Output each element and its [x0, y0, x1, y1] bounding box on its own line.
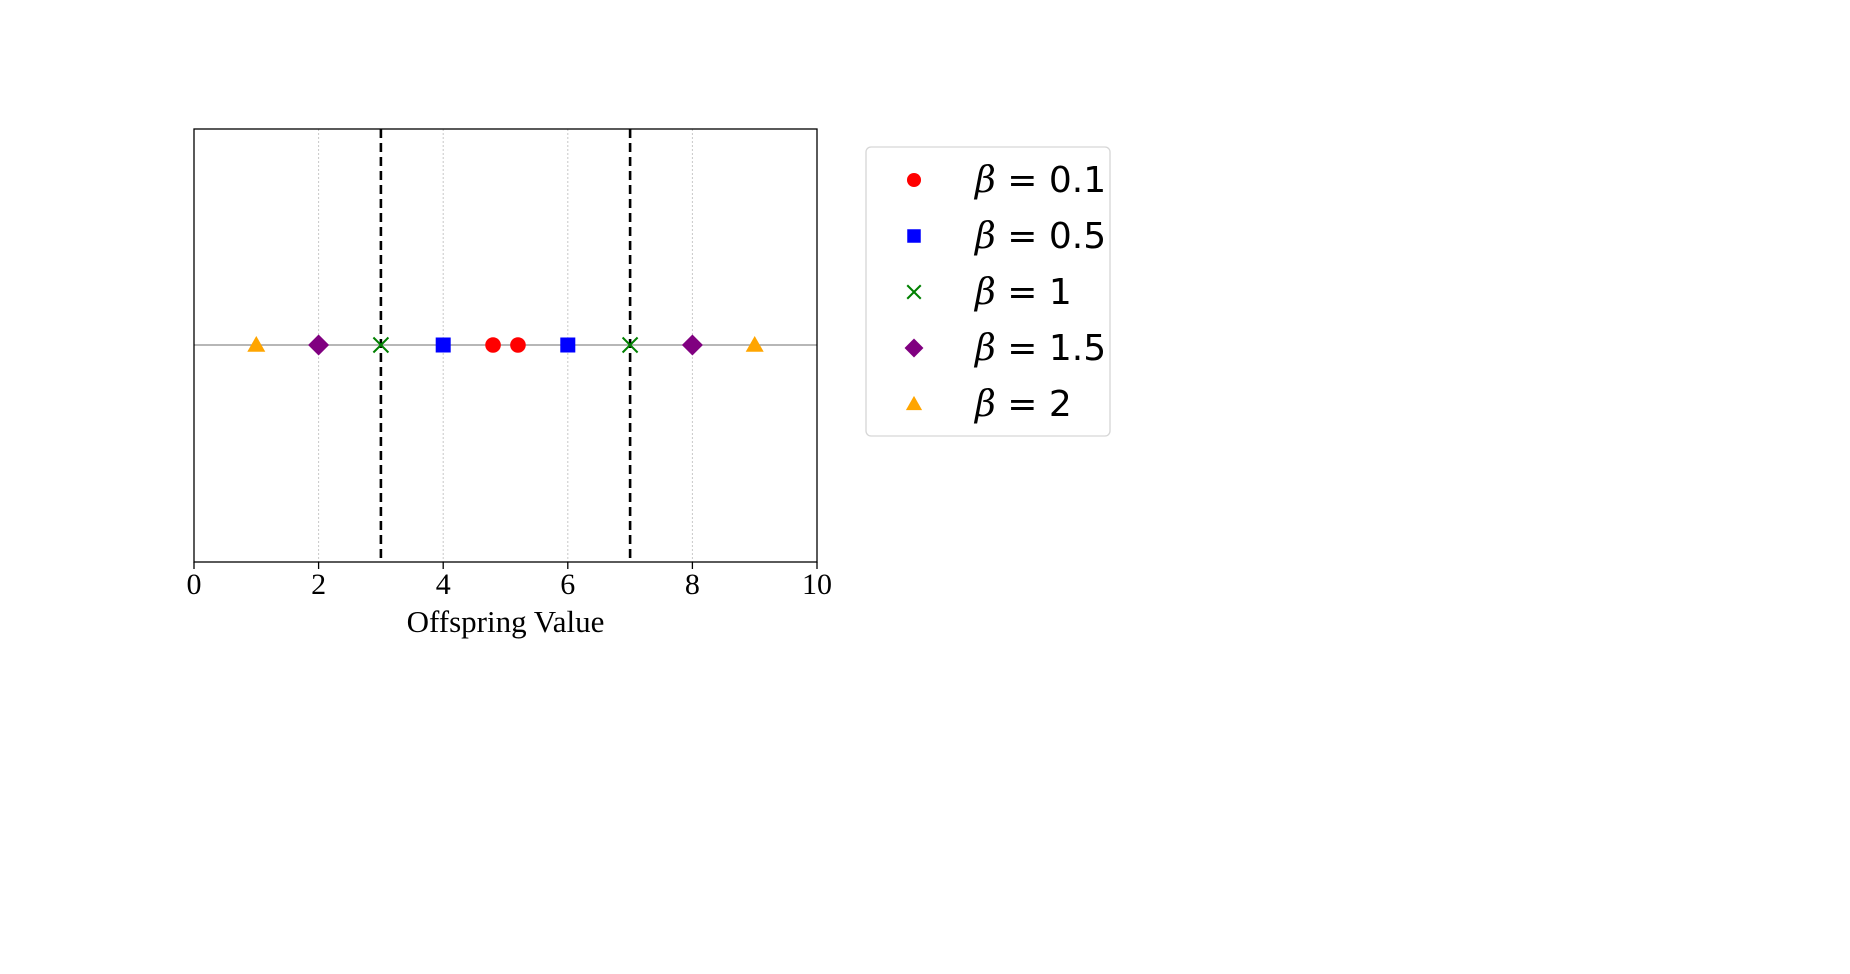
- legend-label-1: β = 0.1: [973, 160, 1106, 201]
- plot-frame: [193, 128, 818, 563]
- x-tick-label-2: 2: [311, 568, 326, 601]
- x-tick-label-0: 0: [187, 568, 202, 601]
- point-series-5-2: [745, 336, 764, 352]
- legend-label-4: β = 1.5: [973, 328, 1106, 369]
- point-series-2-1: [435, 337, 451, 353]
- legend-label-2: β = 0.5: [973, 216, 1106, 257]
- point-series-2-2: [560, 337, 576, 353]
- legend-marker-4: [904, 338, 924, 358]
- point-series-3-1: [372, 336, 390, 354]
- legend-marker-2: [907, 229, 921, 243]
- point-series-1-1: [485, 337, 501, 353]
- point-series-3-2: [621, 336, 639, 354]
- data-points: [247, 334, 764, 356]
- point-series-4-2: [681, 334, 703, 356]
- x-axis-ticks: 0 2 4 6 8 10: [187, 562, 832, 601]
- legend-marker-3: [906, 284, 922, 300]
- x-axis-label: Offspring Value: [407, 604, 605, 639]
- legend-box: [865, 146, 1111, 437]
- x-tick-label-8: 8: [685, 568, 700, 601]
- legend-marker-5: [905, 395, 923, 411]
- legend: β = 0.1 β = 0.5 β = 1 β = 1.5 β = 2: [865, 146, 1111, 437]
- legend-marker-1: [906, 172, 922, 188]
- x-tick-label-6: 6: [560, 568, 575, 601]
- x-tick-label-4: 4: [436, 568, 451, 601]
- legend-label-5: β = 2: [973, 384, 1072, 425]
- legend-label-3: β = 1: [973, 272, 1072, 313]
- point-series-4-1: [308, 334, 330, 356]
- x-tick-label-10: 10: [802, 568, 832, 601]
- point-series-1-2: [510, 337, 526, 353]
- point-series-5-1: [247, 336, 266, 352]
